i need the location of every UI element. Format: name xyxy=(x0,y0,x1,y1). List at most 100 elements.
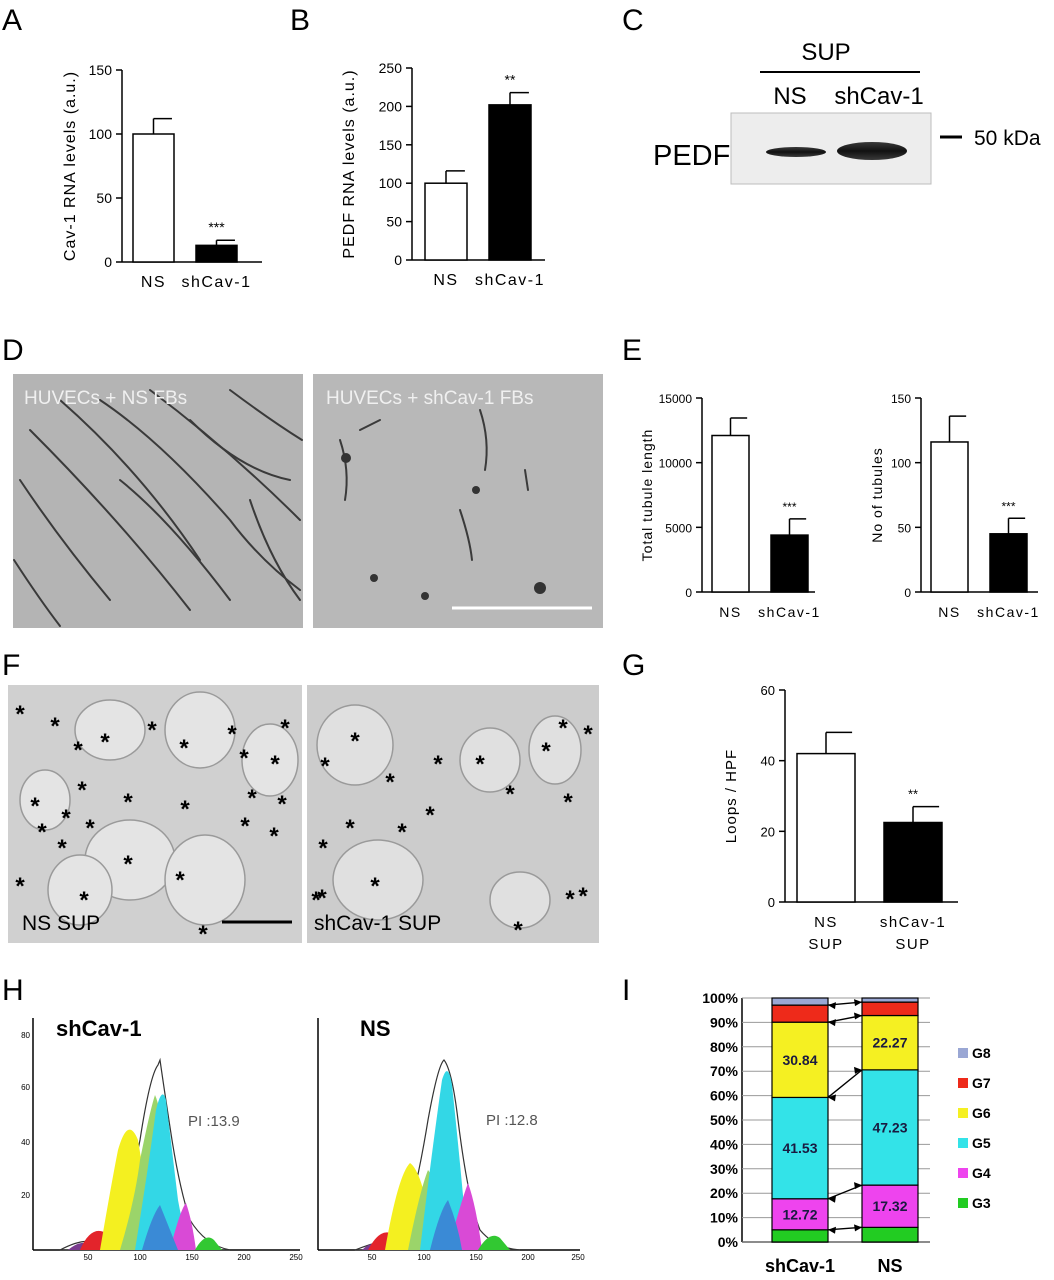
micrograph-caption-shcav1: HUVECs + shCav-1 FBs xyxy=(326,388,533,409)
panel-letter-g: G xyxy=(622,649,645,682)
y-tick-label: 100 xyxy=(379,175,403,191)
micrograph-ns-sup: NS SUP xyxy=(8,685,302,943)
micrograph-shcav1-sup: shCav-1 SUP xyxy=(307,685,599,943)
blot-band-label: PEDF xyxy=(653,140,730,172)
legend-swatch xyxy=(958,1048,968,1058)
blot-lane-shcav1: shCav-1 xyxy=(834,83,923,110)
x-tick: 250 xyxy=(571,1253,585,1262)
y-tick-label: 60% xyxy=(710,1088,739,1104)
panel-letter-d: D xyxy=(2,334,24,367)
y-axis-title: Cav-1 RNA levels (a.u.) xyxy=(62,71,79,261)
loop-asterisk: * xyxy=(578,883,588,910)
y-tick-label: 100% xyxy=(702,990,738,1006)
y-tick-label: 50% xyxy=(710,1112,739,1128)
y-tick-label: 100 xyxy=(891,457,911,471)
y-tick-label: 80% xyxy=(710,1039,739,1055)
loop-asterisk: * xyxy=(433,751,443,778)
significance-label: *** xyxy=(1001,499,1015,513)
chart-b-pedf-rna: 0 50 100 150 200 250 PEDF RNA levels (a.u.) NS *… xyxy=(341,60,545,289)
chart-e-tubule-length: 0 5000 10000 15000 Total tubule length NS *** s… xyxy=(639,392,821,620)
loop-asterisk: * xyxy=(50,713,60,740)
histogram-pi-shcav1: PI :13.9 xyxy=(188,1113,240,1130)
histogram-label-ns: NS xyxy=(360,1016,391,1041)
y-tick-label: 250 xyxy=(379,60,403,76)
y-tick-label: 15000 xyxy=(659,392,693,406)
bar-1 xyxy=(770,534,809,593)
y-tick-label: 150 xyxy=(891,392,911,406)
loop-asterisk: * xyxy=(541,738,551,765)
segment-value: 17.32 xyxy=(872,1198,907,1214)
significance-label: *** xyxy=(782,500,796,514)
bar-1 xyxy=(488,104,532,261)
loop-asterisk: * xyxy=(79,887,89,914)
y-tick-label: 0 xyxy=(685,586,692,600)
loop-asterisk: * xyxy=(147,717,157,744)
arrow-head xyxy=(854,1182,862,1190)
legend-label: G4 xyxy=(972,1165,991,1181)
loop-asterisk: * xyxy=(505,781,515,808)
histogram-ns: NS 50 100 150 200 250 PI :12.8 xyxy=(317,1016,586,1262)
histogram-x-ticks: 50 100 150 200 250 xyxy=(84,1253,304,1262)
segment-value: 30.84 xyxy=(782,1052,817,1068)
y-tick-label: 40% xyxy=(710,1136,739,1152)
legend-swatch xyxy=(958,1168,968,1178)
micrograph-shcav1-fbs: HUVECs + shCav-1 FBs xyxy=(313,374,603,628)
bar-1 xyxy=(989,533,1028,593)
y-tick-label: 60 xyxy=(761,683,775,698)
panel-letter-h: H xyxy=(2,974,24,1007)
segment-g3 xyxy=(771,1229,829,1243)
legend-label: G8 xyxy=(972,1045,991,1061)
y-tick: 60 xyxy=(21,1083,30,1092)
panel-letter-e: E xyxy=(622,334,642,367)
histogram-label-shcav1: shCav-1 xyxy=(56,1016,142,1041)
loop-asterisk: * xyxy=(317,885,327,912)
y-axis-title: Total tubule length xyxy=(639,429,655,562)
legend-swatch xyxy=(958,1078,968,1088)
arrow-head xyxy=(828,1002,836,1010)
loop-asterisk: * xyxy=(583,721,593,748)
loop-asterisk: * xyxy=(85,815,95,842)
loop-asterisk: * xyxy=(277,791,287,818)
loop-asterisk: * xyxy=(227,721,237,748)
loop-asterisk: * xyxy=(15,873,25,900)
segment-g5 xyxy=(861,1069,919,1186)
y-tick-label: 30% xyxy=(710,1161,739,1177)
loop-asterisk: * xyxy=(15,701,25,728)
segment-value: 12.72 xyxy=(782,1206,817,1222)
histogram-shcav1: shCav-1 80 60 40 20 50 100 150 200 250 P… xyxy=(21,1016,303,1262)
category-label: NS xyxy=(141,274,166,291)
segment-g4 xyxy=(861,1184,919,1228)
loop-asterisk: * xyxy=(345,815,355,842)
legend-swatch xyxy=(958,1108,968,1118)
significance-label: *** xyxy=(208,219,225,235)
legend-label: G7 xyxy=(972,1075,991,1091)
panel-letter-c: C xyxy=(622,4,644,37)
loop-asterisk: * xyxy=(513,917,523,944)
category-label: shCav-1 xyxy=(758,604,821,620)
loop-asterisk: * xyxy=(198,921,208,948)
y-tick-label: 50 xyxy=(96,190,112,206)
y-tick-label: 100 xyxy=(89,126,113,142)
category-label: shCav-1 xyxy=(181,274,251,291)
bar-0 xyxy=(930,441,969,593)
histogram-x-ticks: 50 100 150 200 250 xyxy=(368,1253,586,1262)
panel-letter-i: I xyxy=(622,974,630,1007)
bar-1 xyxy=(195,244,238,263)
loop-asterisk: * xyxy=(37,819,47,846)
loop-asterisk: * xyxy=(247,785,257,812)
category-label: shCav-1 xyxy=(475,272,545,289)
y-tick-label: 90% xyxy=(710,1014,739,1030)
micrograph-caption-ns-sup: NS SUP xyxy=(22,912,100,935)
legend-swatch xyxy=(958,1138,968,1148)
y-tick-label: 10% xyxy=(710,1210,739,1226)
loop-asterisk: * xyxy=(397,819,407,846)
segment-g8 xyxy=(771,997,829,1006)
connector-arrow xyxy=(827,1069,863,1098)
legend-label: G3 xyxy=(972,1195,991,1211)
category-label: SUP xyxy=(895,936,930,953)
category-label: NS xyxy=(433,272,458,289)
histogram-y-ticks: 80 60 40 20 xyxy=(21,1031,30,1200)
loop-asterisk: * xyxy=(370,873,380,900)
segment-g7 xyxy=(861,1001,919,1017)
loop-asterisk: * xyxy=(385,769,395,796)
